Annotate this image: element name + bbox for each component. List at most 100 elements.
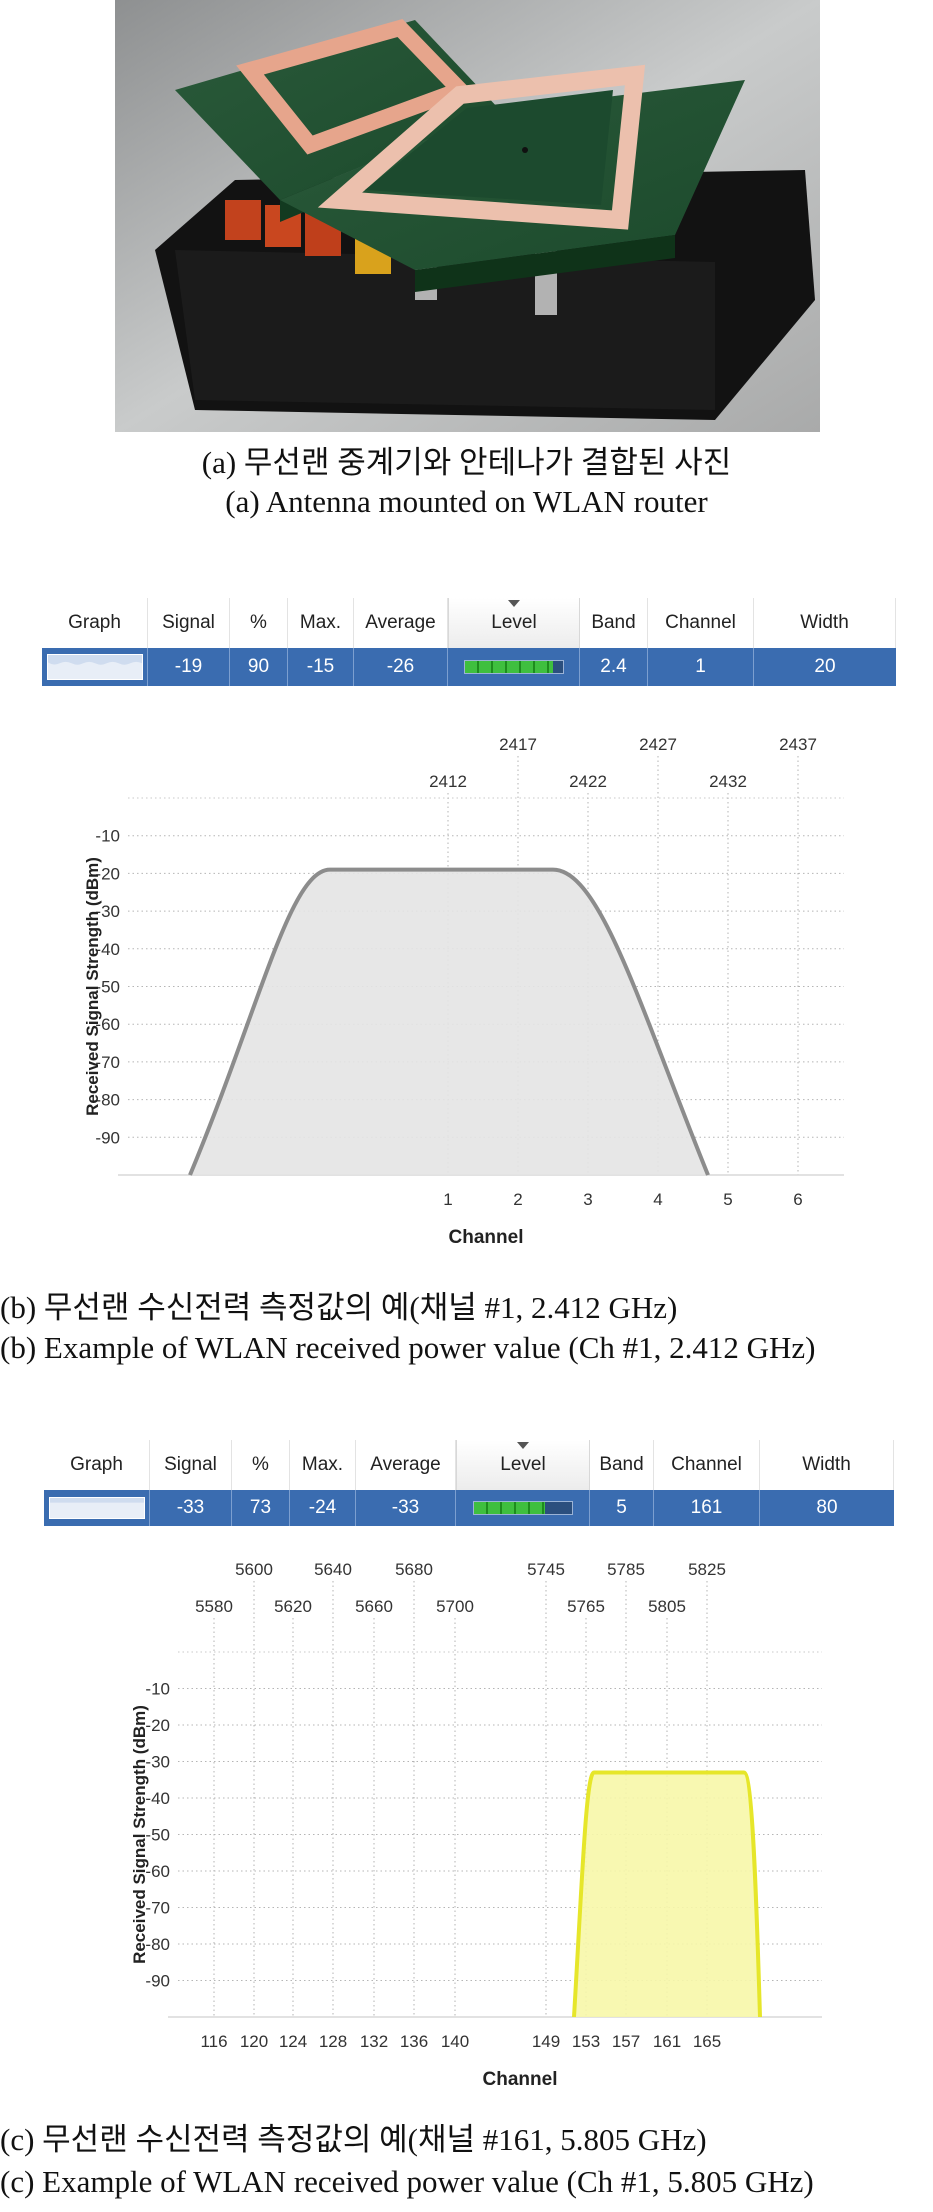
table-row[interactable]: -19 90 -15 -26 2.4 1 20 [42,648,896,686]
table-header-row: Graph Signal % Max. Average Level Band C… [42,598,896,648]
header-graph[interactable]: Graph [42,598,148,648]
header-percent[interactable]: % [232,1440,290,1490]
header-band[interactable]: Band [580,598,648,648]
y-tick-label: -50 [95,978,120,997]
y-tick-label: -80 [95,1091,120,1110]
signal-mini-graph [48,1497,145,1519]
header-percent[interactable]: % [230,598,288,648]
y-tick-label: -90 [145,1972,170,1991]
width-value: 20 [814,656,836,677]
y-axis-title: Received Signal Strength (dBm) [130,1705,149,1964]
header-signal[interactable]: Signal [150,1440,232,1490]
percent-value: 90 [230,648,288,686]
y-tick-label: -20 [145,1716,170,1735]
freq-label: 5805 [648,1597,686,1616]
x-tick-label: 4 [653,1190,662,1209]
level-cell [448,648,580,686]
x-tick-label: 153 [572,2032,600,2051]
y-tick-label: -80 [145,1935,170,1954]
freq-label: 2432 [709,772,747,791]
header-graph[interactable]: Graph [44,1440,150,1490]
caption-c-korean: (c) 무선랜 수신전력 측정값의 예(채널 #161, 5.805 GHz) [0,2122,707,2157]
level-cell [456,1490,590,1526]
freq-label: 5765 [567,1597,605,1616]
header-level-label: Level [491,612,537,633]
router-antenna-photo [115,0,820,432]
signal-mini-graph [46,654,143,680]
header-average[interactable]: Average [356,1440,456,1490]
caption-c-english: (c) Example of WLAN received power value… [0,2164,814,2199]
y-tick-label: -60 [145,1862,170,1881]
x-tick-label: 6 [793,1190,802,1209]
x-tick-label: 140 [441,2032,469,2051]
width-value: 80 [816,1497,838,1518]
x-tick-label: 132 [360,2032,388,2051]
freq-label: 5745 [527,1560,565,1579]
average-value: -33 [356,1490,456,1526]
freq-label: 5600 [235,1560,273,1579]
header-channel[interactable]: Channel [648,598,754,648]
x-tick-label: 3 [583,1190,592,1209]
sort-descending-icon [508,600,520,607]
y-tick-label: -60 [95,1015,120,1034]
y-tick-label: -90 [95,1128,120,1147]
signal-area [190,869,708,1175]
y-tick-label: -50 [145,1826,170,1845]
y-tick-label: -40 [145,1789,170,1808]
freq-label: 2422 [569,772,607,791]
y-tick-label: -10 [95,827,120,846]
header-level[interactable]: Level [448,598,580,648]
sort-descending-icon [517,1442,529,1449]
x-tick-label: 5 [723,1190,732,1209]
header-band[interactable]: Band [590,1440,654,1490]
band-value: 2.4 [580,648,648,686]
y-tick-label: -20 [95,864,120,883]
x-tick-label: 165 [693,2032,721,2051]
signal-curve [188,867,710,1176]
header-average[interactable]: Average [354,598,448,648]
table-row[interactable]: -33 73 -24 -33 5 161 80 [44,1490,894,1526]
header-max[interactable]: Max. [290,1440,356,1490]
signal-area [574,1772,760,2017]
freq-label: 2437 [779,735,817,754]
header-width[interactable]: Width [760,1440,894,1490]
x-tick-label: 124 [279,2032,307,2051]
y-axis-title: Received Signal Strength (dBm) [83,857,102,1116]
header-level[interactable]: Level [456,1440,590,1490]
max-value: -15 [288,648,354,686]
freq-label: 2412 [429,772,467,791]
header-width[interactable]: Width [754,598,896,648]
channel-value: 161 [654,1490,760,1526]
x-tick-label: 1 [443,1190,452,1209]
average-value: -26 [354,648,448,686]
caption-b-english: (b) Example of WLAN received power value… [0,1330,816,1365]
freq-label: 5580 [195,1597,233,1616]
y-tick-label: -70 [95,1053,120,1072]
y-tick-label: -30 [95,902,120,921]
x-axis-title: Channel [483,2069,558,2090]
freq-label: 5640 [314,1560,352,1579]
chart-b: -10 -20 -30 -40 -50 -60 -70 -80 -90 2417 2427 2437 2… [0,720,933,1260]
freq-label: 5680 [395,1560,433,1579]
band-value: 5 [590,1490,654,1526]
caption-b-korean: (b) 무선랜 수신전력 측정값의 예(채널 #1, 2.412 GHz) [0,1290,678,1325]
level-bar-fill [464,661,553,673]
signal-value: -33 [150,1490,232,1526]
wlan-table-c: Graph Signal % Max. Average Level Band C… [44,1440,894,1526]
chart-b-svg: -10 -20 -30 -40 -50 -60 -70 -80 -90 2417 2427 2437 2… [83,735,844,1248]
y-tick-label: -40 [95,940,120,959]
max-value: -24 [290,1490,356,1526]
header-channel[interactable]: Channel [654,1440,760,1490]
header-signal[interactable]: Signal [148,598,230,648]
header-max[interactable]: Max. [288,598,354,648]
level-bar [472,1501,573,1515]
freq-label: 5660 [355,1597,393,1616]
level-bar-fill [473,1502,546,1514]
freq-label: 2417 [499,735,537,754]
freq-label: 5825 [688,1560,726,1579]
signal-curve [572,1770,762,2018]
freq-label: 5785 [607,1560,645,1579]
graph-cell [44,1490,150,1526]
freq-label: 2427 [639,735,677,754]
